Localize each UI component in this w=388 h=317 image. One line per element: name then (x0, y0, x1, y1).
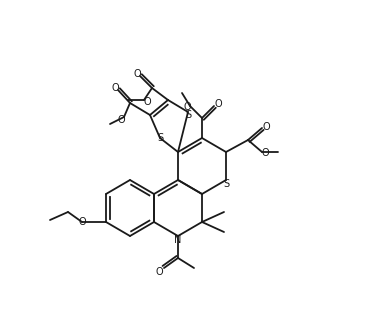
Text: O: O (78, 217, 86, 227)
Text: O: O (155, 267, 163, 277)
Text: O: O (261, 148, 269, 158)
Text: N: N (174, 235, 182, 245)
Text: O: O (133, 69, 141, 79)
Text: S: S (157, 133, 163, 143)
Text: O: O (183, 102, 191, 112)
Text: O: O (214, 99, 222, 109)
Text: O: O (117, 115, 125, 125)
Text: S: S (223, 179, 229, 189)
Text: O: O (143, 97, 151, 107)
Text: S: S (185, 110, 191, 120)
Text: O: O (262, 122, 270, 132)
Text: O: O (111, 83, 119, 93)
